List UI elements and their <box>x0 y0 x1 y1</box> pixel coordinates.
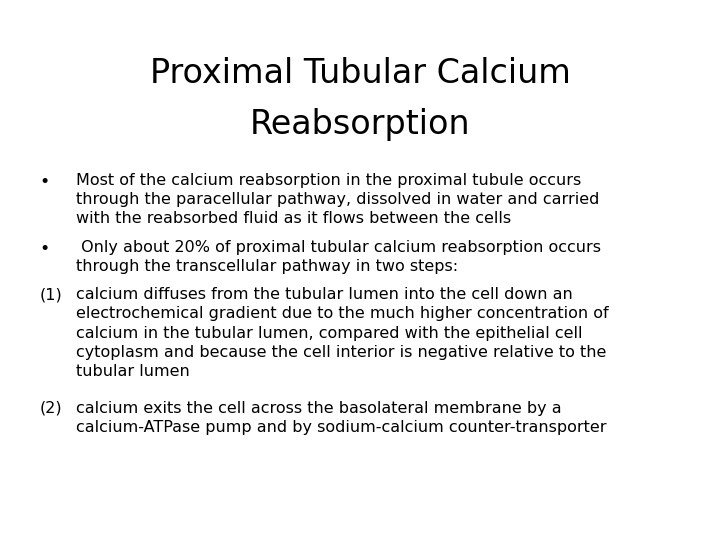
Text: calcium exits the cell across the basolateral membrane by a
calcium-ATPase pump : calcium exits the cell across the basola… <box>76 401 606 435</box>
Text: Only about 20% of proximal tubular calcium reabsorption occurs
through the trans: Only about 20% of proximal tubular calci… <box>76 240 600 274</box>
Text: Reabsorption: Reabsorption <box>250 108 470 141</box>
Text: Proximal Tubular Calcium: Proximal Tubular Calcium <box>150 57 570 90</box>
Text: Most of the calcium reabsorption in the proximal tubule occurs
through the parac: Most of the calcium reabsorption in the … <box>76 173 599 226</box>
Text: (1): (1) <box>40 287 63 302</box>
Text: •: • <box>40 240 50 258</box>
Text: (2): (2) <box>40 401 62 416</box>
Text: calcium diffuses from the tubular lumen into the cell down an
electrochemical gr: calcium diffuses from the tubular lumen … <box>76 287 608 379</box>
Text: •: • <box>40 173 50 191</box>
